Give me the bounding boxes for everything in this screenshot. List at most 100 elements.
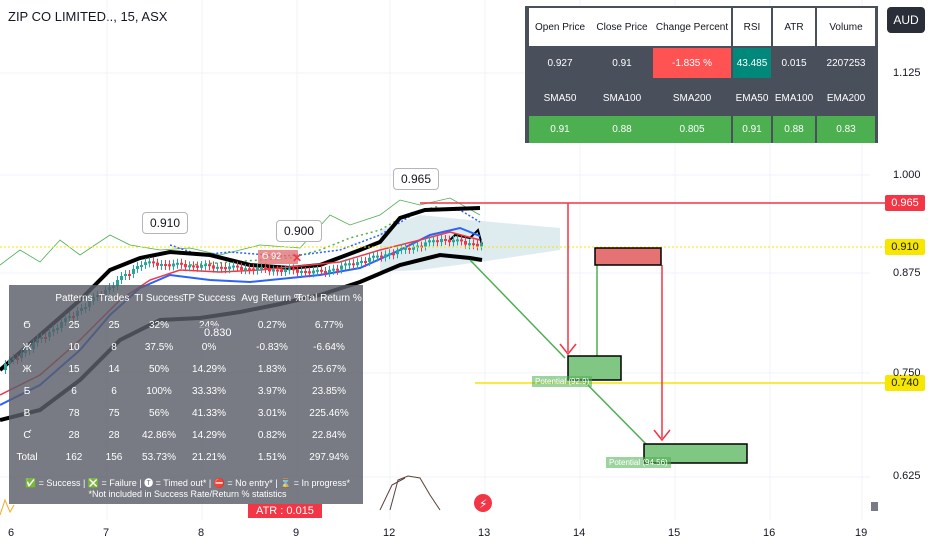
potential-label-2: Potential (94.56)	[606, 457, 671, 468]
candle	[472, 243, 475, 246]
pattern-cell: 6	[111, 386, 117, 397]
pattern-cell: 1.83%	[257, 364, 287, 375]
atr-label: ATR : 0.015	[248, 504, 322, 518]
stats-table: Open Price Close Price Change Percent RSI AT…	[525, 6, 878, 143]
candle	[336, 268, 339, 271]
candle	[184, 264, 187, 268]
pattern-cell: 100%	[146, 386, 172, 397]
candle	[280, 269, 283, 272]
candle	[348, 263, 351, 266]
pattern-cell: 56%	[148, 408, 170, 419]
ma-headers-cell: EMA200	[817, 80, 875, 116]
y-tick: 1.000	[893, 169, 921, 181]
candle	[268, 268, 271, 272]
price-tag-top: 0.965	[885, 195, 925, 211]
x-tick: 19	[855, 527, 868, 539]
headers-cell: Change Percent	[653, 8, 731, 46]
candle	[452, 239, 455, 243]
candle	[156, 262, 159, 266]
candle	[376, 255, 379, 258]
pattern-header: Trades	[98, 293, 130, 304]
pattern-cell: 0%	[201, 342, 217, 353]
price-tag-mid: 0.910	[885, 239, 925, 255]
candle	[196, 265, 199, 268]
candle	[152, 261, 155, 264]
ma-values-cell: 0.88	[773, 116, 815, 143]
candle	[164, 264, 167, 266]
candle	[148, 261, 151, 264]
candle	[448, 239, 451, 243]
x-tick: 9	[293, 527, 300, 539]
pattern-cell: 6	[71, 386, 77, 397]
svg-text:⚡: ⚡	[479, 497, 487, 511]
pattern-table: ✅ = Success | ❎ = Failure | 🅣 = Timed ou…	[9, 285, 363, 504]
ma-values-cell: 0.91	[529, 116, 591, 143]
lightning-icon[interactable]	[474, 494, 492, 512]
ma-headers-cell: SMA100	[591, 80, 653, 116]
x-tick: 7	[103, 527, 110, 539]
values-cell: -1.835 %	[653, 48, 731, 78]
legend-line: ✅ = Success | ❎ = Failure | 🅣 = Timed ou…	[24, 478, 351, 488]
pattern-cell: 1.51%	[257, 452, 287, 463]
candle	[312, 270, 315, 274]
headers-cell: RSI	[733, 8, 771, 46]
candle	[140, 265, 143, 267]
candle	[188, 265, 191, 268]
pattern-cell: Ƈ	[23, 430, 31, 441]
pattern-cell: 32%	[148, 320, 170, 331]
pattern-cell: 8	[111, 342, 117, 353]
pattern-cell: 25	[68, 320, 80, 331]
candle	[144, 262, 147, 265]
potential-label-1: Potential (92.9)	[532, 376, 593, 387]
candle	[404, 247, 407, 250]
values-cell: 2207253	[817, 48, 875, 78]
candle	[224, 267, 227, 270]
candle	[480, 244, 483, 247]
candle	[192, 265, 195, 268]
pattern-cell: -0.83%	[256, 342, 288, 353]
pattern-cell: 42.86%	[142, 430, 176, 441]
pattern-cell: 23.85%	[312, 386, 346, 397]
candle	[240, 266, 243, 270]
callout-0965: 0.965	[393, 168, 440, 190]
candle	[460, 239, 463, 242]
y-tick: 0.625	[893, 470, 921, 482]
ma-values-cell: 0.91	[733, 116, 771, 143]
callout-0910: 0.910	[142, 212, 189, 234]
footnote: *Not included in Success Rate/Return % s…	[88, 489, 287, 499]
pattern-cell: 78	[68, 408, 80, 419]
candle	[200, 265, 203, 268]
candle	[364, 261, 367, 263]
values-cell: 43.485	[733, 48, 771, 78]
pattern-cell: -6.64%	[313, 342, 345, 353]
pattern-cell: 14.29%	[192, 364, 226, 375]
y-tick: 0.750	[893, 367, 921, 379]
candle	[328, 269, 331, 273]
ma-headers-cell: SMA200	[653, 80, 731, 116]
headers-cell: ATR	[773, 8, 815, 46]
chart-title: ZIP CO LIMITED.., 15, ASX	[8, 9, 168, 24]
pattern-cell: 3.97%	[257, 386, 287, 397]
ma-headers-cell: EMA100	[773, 80, 815, 116]
pattern-cell: 21.21%	[192, 452, 226, 463]
pattern-header: TP Success	[182, 293, 236, 304]
candle	[324, 271, 327, 273]
candle	[412, 246, 415, 250]
target-box-red	[594, 247, 662, 266]
scroll-handle[interactable]	[871, 502, 878, 511]
candle	[304, 271, 307, 273]
pattern-header: Avg Return %	[241, 293, 303, 304]
ma-headers-cell: SMA50	[529, 80, 591, 116]
values-cell: 0.927	[529, 48, 591, 78]
x-tick: 14	[573, 527, 586, 539]
candle	[396, 250, 399, 255]
pattern-cell: 14	[108, 364, 120, 375]
headers-cell: Close Price	[591, 8, 653, 46]
pattern-cell: 156	[105, 452, 123, 463]
x-tick: 15	[668, 527, 681, 539]
pattern-cell: 0.82%	[257, 430, 287, 441]
x-tick: 6	[8, 527, 15, 539]
candle	[120, 276, 123, 280]
candle	[432, 240, 435, 243]
currency-button[interactable]: AUD	[887, 7, 925, 33]
